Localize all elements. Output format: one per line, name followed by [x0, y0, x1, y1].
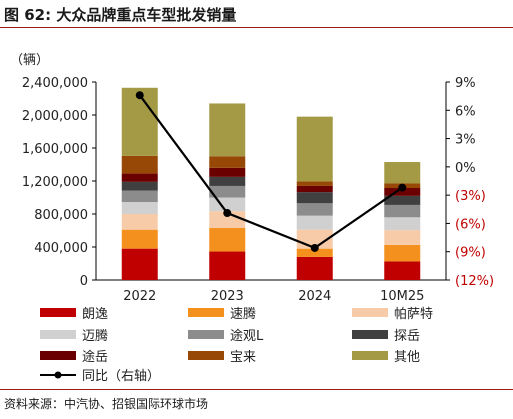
- y-tick-label: 0: [80, 274, 88, 289]
- x-tick-label: 10M25: [380, 289, 424, 304]
- axes: （辆） 0 400,000 800,000 1,200,000 1,600,000 2,0…: [10, 53, 494, 289]
- y-unit-label: （辆）: [10, 53, 49, 68]
- bar-segment: [384, 204, 421, 218]
- legend-swatch: [188, 351, 224, 360]
- y2-tick-label: (6%): [455, 217, 486, 232]
- bars: 2022 2023 2024 10M25: [121, 87, 424, 304]
- legend-swatch: [188, 330, 224, 339]
- bar-segment: [121, 214, 158, 230]
- bar-segment: [209, 185, 246, 198]
- bar-segment: [209, 251, 246, 280]
- bar-segment: [384, 195, 421, 205]
- y-tick-label: 2,000,000: [22, 109, 88, 124]
- bar-segment: [384, 244, 421, 262]
- bar-segment: [384, 188, 421, 196]
- x-tick-label: 2023: [211, 289, 244, 304]
- yoy-point: [310, 243, 319, 252]
- bar-segment: [121, 181, 158, 191]
- y-tick-label: 1,200,000: [22, 175, 88, 190]
- legend-swatch: [352, 330, 388, 339]
- y-tick-label: 800,000: [34, 208, 88, 223]
- bar-segment: [121, 202, 158, 214]
- yoy-line: [135, 91, 407, 252]
- figure-title: 图 62: 大众品牌重点车型批发销量: [4, 6, 237, 24]
- bar-segment: [296, 116, 333, 182]
- y-tick-label: 2,400,000: [22, 76, 88, 91]
- y2-tick-label: (3%): [455, 189, 486, 204]
- bar-segment: [296, 203, 333, 216]
- bar-segment: [209, 211, 246, 229]
- bar-segment: [296, 256, 333, 280]
- bar-segment: [384, 261, 421, 280]
- legend-swatch: [352, 308, 388, 317]
- legend-label: 帕萨特: [394, 307, 433, 322]
- bar-segment: [296, 248, 333, 257]
- y2-tick-label: 0%: [455, 161, 476, 176]
- legend-swatch: [352, 351, 388, 360]
- legend-label: 同比（右轴）: [82, 369, 160, 384]
- x-tick-label: 2022: [123, 289, 156, 304]
- bar-segment: [384, 217, 421, 231]
- y2-tick-label: 9%: [455, 76, 476, 91]
- yoy-line-path: [138, 94, 403, 250]
- bar-segment: [121, 155, 158, 174]
- legend-label: 速腾: [230, 306, 256, 322]
- legend-label: 探岳: [394, 329, 420, 344]
- bar-segment: [384, 162, 421, 184]
- title-rule: [0, 27, 513, 28]
- yoy-point: [223, 209, 232, 218]
- bar-segment: [209, 167, 246, 177]
- yoy-point: [398, 183, 407, 192]
- legend-swatch: [40, 330, 76, 339]
- yoy-point: [135, 91, 144, 100]
- legend-label: 其他: [394, 350, 420, 365]
- legend-label: 途观L: [230, 328, 264, 344]
- legend-swatch: [40, 308, 76, 317]
- y-tick-label: 400,000: [34, 241, 88, 256]
- bar-segment: [209, 103, 246, 157]
- bar-segment: [296, 192, 333, 204]
- x-tick-label: 2024: [298, 289, 331, 304]
- bar-segment: [296, 215, 333, 230]
- chart: （辆） 0 400,000 800,000 1,200,000 1,600,000 2,0…: [10, 53, 494, 384]
- bar-segment: [121, 248, 158, 280]
- legend-swatch: [40, 351, 76, 360]
- legend-label: 宝来: [230, 350, 256, 365]
- y-tick-label: 1,600,000: [22, 142, 88, 157]
- y2-tick-label: 6%: [455, 104, 476, 119]
- bar-segment: [296, 185, 333, 193]
- bar-segment: [384, 230, 421, 245]
- legend-label: 朗逸: [82, 307, 108, 322]
- legend-swatch: [188, 308, 224, 317]
- bar-segment: [296, 181, 333, 186]
- source-note: 资料来源：中汽协、招银国际环球市场: [4, 397, 209, 411]
- legend-label: 途岳: [82, 349, 108, 365]
- bar-segment: [121, 173, 158, 182]
- bar-segment: [121, 229, 158, 249]
- legend-label: 迈腾: [82, 328, 108, 344]
- bar-segment: [209, 176, 246, 186]
- y2-tick-label: (12%): [455, 274, 494, 289]
- bar-segment: [209, 228, 246, 252]
- source-rule: [0, 389, 513, 390]
- y2-tick-label: (9%): [455, 246, 486, 261]
- bar-segment: [121, 190, 158, 203]
- legend-line-marker: [54, 371, 62, 379]
- bar-segment: [209, 156, 246, 168]
- y2-tick-label: 3%: [455, 133, 476, 148]
